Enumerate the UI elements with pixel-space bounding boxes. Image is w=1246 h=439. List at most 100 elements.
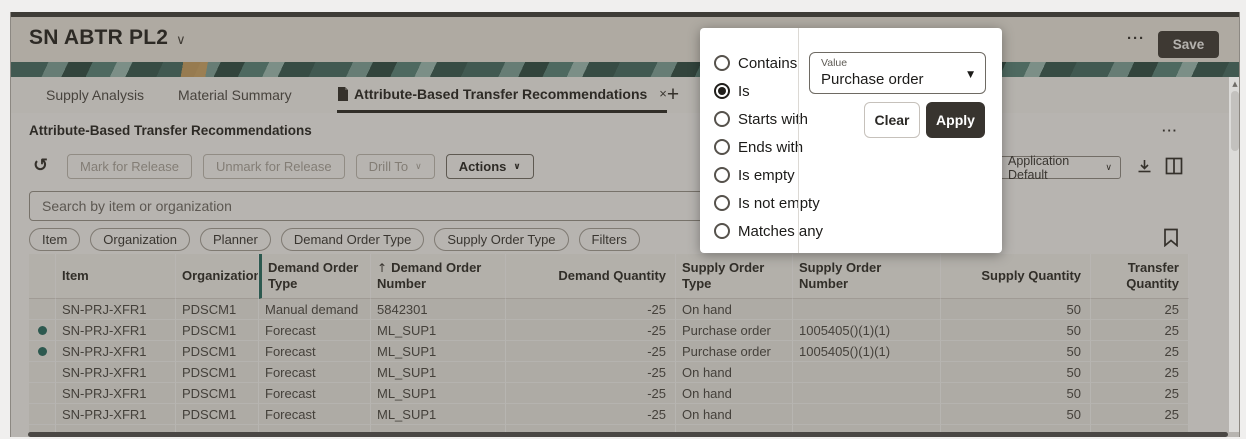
column-header-demand-order-number[interactable]: ↑ Demand Order Number [371,254,506,299]
cell-organization: PDSCM1 [176,383,259,404]
radio-label: Contains [738,54,798,72]
cell-demand-order-type: Forecast [259,383,371,404]
export-download-icon[interactable] [1132,154,1156,178]
column-header-supply-order-type[interactable]: Supply Order Type [676,254,793,299]
tab-label: Material Summary [178,87,292,103]
row-selector-cell[interactable] [29,383,56,404]
plan-title[interactable]: SN ABTR PL2 ∨ [29,26,186,50]
manage-columns-icon[interactable] [1162,154,1186,178]
clear-button[interactable]: Clear [864,102,920,138]
table-row[interactable]: SN-PRJ-XFR1 PDSCM1 Forecast ML_SUP1 -25 On ha… [29,404,1189,425]
cell-empty [793,425,941,434]
button-label: Drill To [368,159,409,174]
cell-supply-order-number [793,362,941,383]
button-label: Unmark for Release [215,159,332,174]
apply-button[interactable]: Apply [926,102,985,138]
column-header-supply-quantity[interactable]: Supply Quantity [941,254,1091,299]
cell-item: SN-PRJ-XFR1 [56,299,176,320]
cell-empty [941,425,1091,434]
filter-option-matches-any[interactable]: Matches any [700,217,823,245]
chip-planner[interactable]: Planner [200,228,271,251]
row-selector-cell[interactable] [29,404,56,425]
value-dropdown[interactable]: Value Purchase order ▼ [809,52,986,94]
cell-supply-order-type: On hand [676,383,793,404]
cell-empty [56,425,176,434]
column-header-label: Item [62,267,89,283]
chip-demand-order-type[interactable]: Demand Order Type [280,228,425,251]
tab-supply-analysis[interactable]: Supply Analysis [46,77,144,113]
panel-more-actions-icon[interactable]: ··· [1162,123,1178,138]
radio-icon[interactable] [714,55,730,71]
unmark-for-release-button: Unmark for Release [202,154,345,179]
sort-ascending-icon: ↑ [377,260,388,275]
column-header-label: Demand Order Number [377,259,482,291]
table-row[interactable]: SN-PRJ-XFR1 PDSCM1 Forecast ML_SUP1 -25 Purch… [29,341,1189,362]
add-tab-button[interactable]: + [659,81,687,109]
layout-select[interactable]: Application Default ∨ [999,154,1121,182]
horizontal-scrollbar[interactable] [28,432,1228,437]
table-row[interactable]: SN-PRJ-XFR1 PDSCM1 Forecast ML_SUP1 -25 Purch… [29,320,1189,341]
table-row[interactable]: SN-PRJ-XFR1 PDSCM1 Forecast ML_SUP1 -25 On ha… [29,383,1189,404]
cell-empty [259,425,371,434]
vertical-scrollbar[interactable]: ▲ [1229,77,1239,432]
radio-icon[interactable] [714,195,730,211]
close-icon[interactable]: × [659,86,667,101]
tab-attribute-based-transfer-recommendations[interactable]: Attribute-Based Transfer Recommendations… [337,77,667,113]
radio-icon[interactable] [714,83,730,99]
column-header-demand-quantity[interactable]: Demand Quantity [506,254,676,299]
tab-material-summary[interactable]: Material Summary [178,77,292,113]
column-header-supply-order-number[interactable]: Supply Order Number [793,254,941,299]
cell-supply-order-type: Purchase order [676,320,793,341]
filter-option-starts-with[interactable]: Starts with [700,105,808,133]
chip-item[interactable]: Item [29,228,81,251]
cell-supply-quantity: 50 [941,320,1091,341]
column-header-organization[interactable]: Organization [176,254,259,299]
table-row[interactable]: SN-PRJ-XFR1 PDSCM1 Manual demand 5842301 -25… [29,299,1189,320]
cell-demand-quantity: -25 [506,404,676,425]
actions-button[interactable]: Actions ∨ [445,154,534,179]
cell-transfer-quantity: 25 [1091,383,1189,404]
cell-demand-quantity: -25 [506,383,676,404]
cell-supply-quantity: 50 [941,362,1091,383]
filter-option-ends-with[interactable]: Ends with [700,133,803,161]
radio-icon[interactable] [714,223,730,239]
filter-option-is-empty[interactable]: Is empty [700,161,798,189]
radio-icon[interactable] [714,139,730,155]
radio-label: Is empty [738,166,795,184]
column-header-label: Demand Quantity [558,267,666,283]
column-header-transfer-quantity[interactable]: Transfer Quantity [1091,254,1189,299]
table-row-partial [29,425,1189,434]
column-header-demand-order-type[interactable]: Demand Order Type [259,254,371,299]
radio-icon[interactable] [714,111,730,127]
app-window: SN ABTR PL2 ∨ ··· Save Supply Analysis Ma… [10,12,1240,437]
row-selector-cell[interactable] [29,362,56,383]
cell-demand-order-type: Forecast [259,404,371,425]
drill-to-button: Drill To ∨ [355,154,435,179]
filter-option-is-not-empty[interactable]: Is not empty [700,189,820,217]
cell-organization: PDSCM1 [176,299,259,320]
cell-demand-order-number: ML_SUP1 [371,320,506,341]
save-button[interactable]: Save [1158,31,1219,58]
cell-supply-quantity: 50 [941,299,1091,320]
scrollbar-thumb[interactable] [1231,91,1239,151]
chip-organization[interactable]: Organization [90,228,191,251]
filter-option-contains[interactable]: Contains [700,49,798,77]
column-header-item[interactable]: Item [56,254,176,299]
table-row[interactable]: SN-PRJ-XFR1 PDSCM1 Forecast ML_SUP1 -25 On ha… [29,362,1189,383]
scroll-up-icon[interactable]: ▲ [1232,80,1238,88]
cell-demand-order-number: ML_SUP1 [371,341,506,362]
header-more-actions-icon[interactable]: ··· [1127,30,1145,47]
row-selector-cell[interactable] [29,341,56,362]
cell-supply-order-number: 1005405()(1)(1) [793,320,941,341]
chip-supply-order-type[interactable]: Supply Order Type [434,228,569,251]
filter-option-is[interactable]: Is [700,77,798,105]
row-selector-cell[interactable] [29,320,56,341]
cell-empty [1091,425,1189,434]
chip-filters[interactable]: Filters [578,228,640,251]
bookmark-icon[interactable] [1163,226,1185,248]
radio-icon[interactable] [714,167,730,183]
radio-label: Matches any [738,222,824,240]
page-title: Attribute-Based Transfer Recommendations [29,123,312,138]
chevron-down-icon: ∨ [176,33,186,48]
row-selector-cell[interactable] [29,299,56,320]
